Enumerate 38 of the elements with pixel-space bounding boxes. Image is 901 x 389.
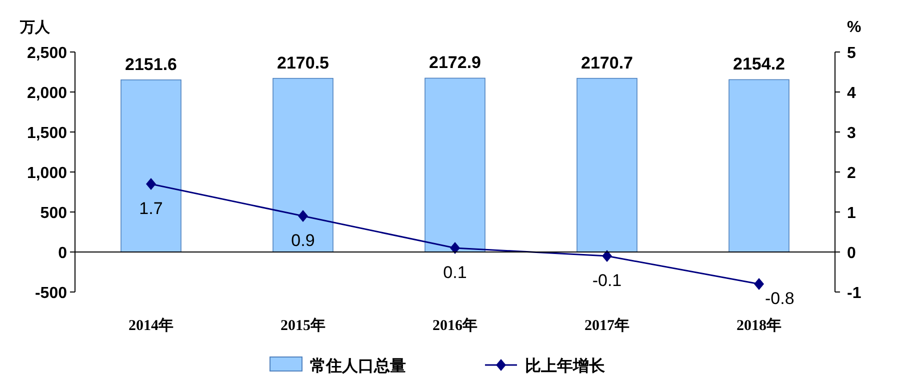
x-tick-label: 2018年 [736, 317, 782, 334]
point [754, 278, 764, 290]
point [450, 242, 460, 254]
data-label: 2170.5 [277, 53, 329, 72]
x-tick-label: 2015年 [280, 317, 326, 334]
x-tick-label: 2016年 [432, 317, 478, 334]
y2-tick-label: 2 [847, 165, 856, 182]
y-tick-label: 2,500 [26, 45, 68, 62]
y2-axis-title: % [847, 19, 862, 36]
y2-tick-label: 5 [847, 45, 856, 62]
point [146, 178, 156, 190]
y2-tick-label: 4 [847, 85, 856, 102]
y-tick-label: 2,000 [26, 85, 68, 102]
y-tick-label: 500 [40, 205, 68, 222]
data-label: 2172.9 [429, 53, 481, 72]
point [298, 210, 308, 222]
legend-label: 常住人口总量 [310, 357, 406, 375]
y-tick-label: 0 [58, 245, 68, 262]
data-label: 2170.7 [581, 53, 633, 72]
y-tick-label: 1,000 [26, 165, 68, 182]
point [602, 250, 612, 262]
y2-tick-label: 3 [847, 125, 856, 142]
data-label: 2154.2 [733, 54, 785, 74]
data-label: 0.1 [443, 263, 467, 282]
x-tick-label: 2014年 [128, 317, 174, 334]
data-label: 1.7 [139, 199, 163, 218]
y-axis-title: 万人 [19, 19, 51, 36]
y2-tick-label: -1 [847, 285, 862, 302]
y2-tick-label: 1 [847, 205, 856, 222]
y2-tick-label: 0 [847, 245, 856, 262]
y-tick-label: 1,500 [26, 125, 68, 142]
data-label: 2151.6 [125, 54, 177, 74]
y-tick-label: -500 [34, 285, 68, 302]
data-label: -0.1 [592, 271, 622, 290]
legend-label: 比上年增长 [525, 357, 606, 375]
data-label: 0.9 [291, 231, 315, 250]
data-label: -0.8 [765, 289, 794, 308]
x-tick-label: 2017年 [584, 317, 630, 334]
